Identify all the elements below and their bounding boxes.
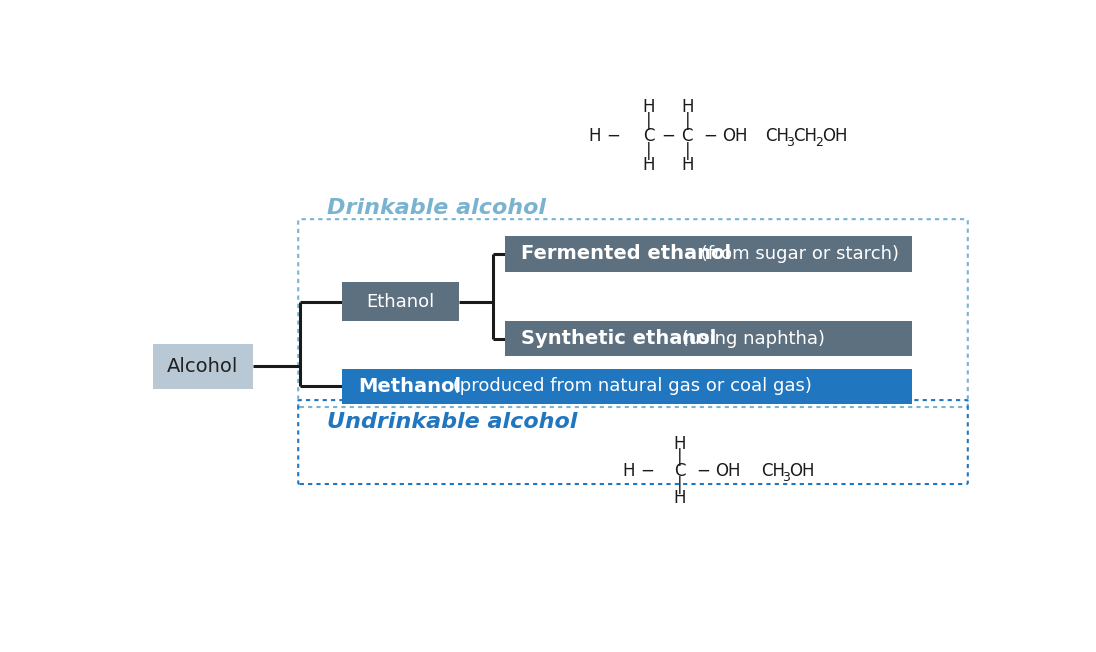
Text: −: − xyxy=(661,127,675,145)
Text: 2: 2 xyxy=(815,136,823,149)
Text: H: H xyxy=(673,489,686,507)
Text: H: H xyxy=(673,435,686,453)
Text: 3: 3 xyxy=(787,136,795,149)
Text: Ethanol: Ethanol xyxy=(366,293,435,310)
Text: −: − xyxy=(696,462,710,480)
Text: CH: CH xyxy=(794,127,818,145)
Text: Undrinkable alcohol: Undrinkable alcohol xyxy=(327,413,578,432)
FancyBboxPatch shape xyxy=(342,282,458,321)
Text: |: | xyxy=(684,111,690,130)
FancyBboxPatch shape xyxy=(152,344,253,389)
Text: −: − xyxy=(640,462,654,480)
Text: |: | xyxy=(684,142,690,160)
Text: H: H xyxy=(642,98,654,116)
Text: Synthetic ethanol: Synthetic ethanol xyxy=(521,329,716,348)
Text: CH: CH xyxy=(761,462,785,480)
FancyBboxPatch shape xyxy=(505,236,912,271)
Text: −: − xyxy=(704,127,718,145)
Text: (produced from natural gas or coal gas): (produced from natural gas or coal gas) xyxy=(447,378,812,395)
Text: Methanol: Methanol xyxy=(358,377,461,396)
Text: H: H xyxy=(642,156,654,174)
FancyBboxPatch shape xyxy=(342,368,912,404)
Text: −: − xyxy=(607,127,620,145)
Text: Alcohol: Alcohol xyxy=(168,357,239,376)
Text: |: | xyxy=(676,476,683,494)
Text: 3: 3 xyxy=(783,471,790,484)
Text: OH: OH xyxy=(715,462,740,480)
Text: OH: OH xyxy=(722,127,749,145)
Text: H: H xyxy=(587,127,601,145)
Text: OH: OH xyxy=(789,462,815,480)
Text: C: C xyxy=(642,127,654,145)
Text: H: H xyxy=(681,98,694,116)
Text: C: C xyxy=(682,127,693,145)
Text: H: H xyxy=(681,156,694,174)
Text: (from sugar or starch): (from sugar or starch) xyxy=(695,244,899,263)
Text: OH: OH xyxy=(822,127,847,145)
Text: Fermented ethanol: Fermented ethanol xyxy=(521,244,731,263)
Text: (using naphtha): (using naphtha) xyxy=(675,329,824,348)
FancyBboxPatch shape xyxy=(505,321,912,356)
Text: H: H xyxy=(623,462,636,480)
Text: C: C xyxy=(674,462,685,480)
Text: CH: CH xyxy=(765,127,789,145)
Text: |: | xyxy=(646,142,651,160)
Text: |: | xyxy=(676,448,683,466)
Text: Drinkable alcohol: Drinkable alcohol xyxy=(327,198,546,218)
Text: |: | xyxy=(646,111,651,130)
